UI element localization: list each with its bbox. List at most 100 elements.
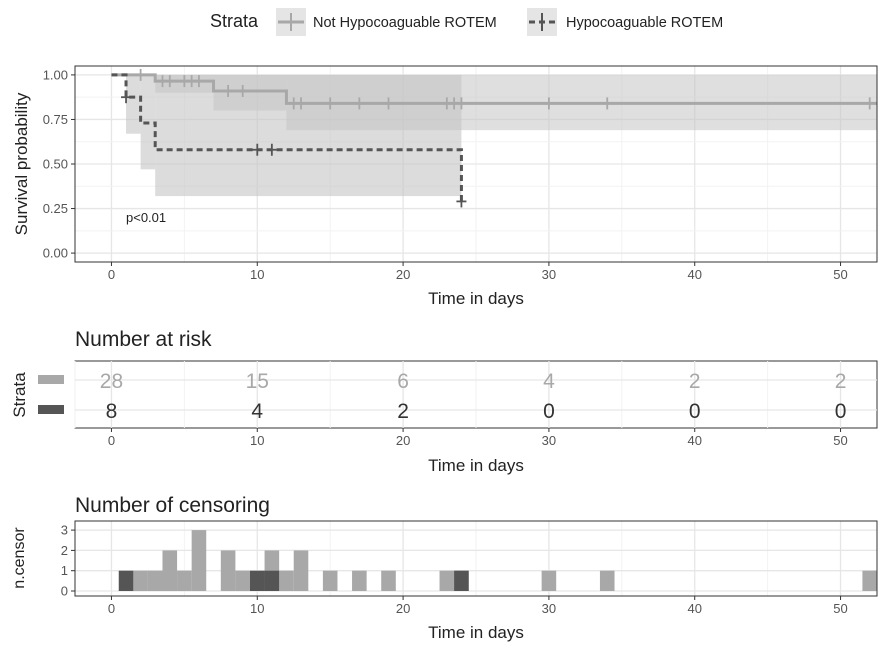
- pvalue-annotation: p<0.01: [126, 210, 166, 225]
- x-tick-label: 30: [542, 267, 556, 282]
- censor-mark-not-hypo: [354, 97, 365, 110]
- censor-mark-not-hypo: [543, 97, 554, 110]
- censor-mark-not-hypo: [193, 75, 204, 88]
- legend-label-not-hypo: Not Hypocoaguable ROTEM: [313, 15, 497, 31]
- risk-value-hypo: 0: [543, 400, 555, 423]
- survival-panel: 0 10 20 30 40 50 0.00 0.25 0.50 0.75 1.00 p<0.01 T…: [12, 65, 878, 308]
- risk-value-not-hypo: 4: [543, 370, 555, 393]
- censoring-bar: [177, 570, 192, 591]
- x-tick-label: 50: [833, 267, 847, 282]
- censoring-ylabel: n.censor: [11, 527, 28, 589]
- y-tick-label: 0.75: [43, 112, 68, 127]
- censoring-bar: [249, 570, 265, 591]
- y-tick-label: 0.25: [43, 201, 68, 216]
- x-tick-label: 50: [833, 601, 847, 616]
- censoring-bar: [439, 570, 455, 591]
- risk-value-not-hypo: 15: [246, 370, 269, 393]
- risk-table-ylabel: Strata: [10, 372, 29, 418]
- censoring-bar: [133, 570, 148, 591]
- censoring-bar: [599, 570, 615, 591]
- censor-mark-hypo: [456, 195, 467, 208]
- x-tick-label: 20: [396, 267, 410, 282]
- risk-value-hypo: 2: [397, 400, 409, 423]
- x-tick-label: 50: [833, 433, 847, 448]
- risk-value-hypo: 0: [689, 400, 701, 423]
- x-tick-label: 40: [687, 267, 701, 282]
- x-tick-label: 20: [396, 433, 410, 448]
- risk-row-key-not-hypo: [38, 375, 64, 384]
- censoring-bar: [147, 570, 163, 591]
- censoring-gridlines: [74, 521, 877, 596]
- censoring-bar: [541, 570, 557, 591]
- x-tick-label: 30: [542, 433, 556, 448]
- y-tick-label: 2: [61, 543, 68, 558]
- x-tick-label: 0: [108, 601, 115, 616]
- censoring-bar: [220, 550, 236, 591]
- censoring-bar: [264, 570, 280, 591]
- survival-curve-hypo: [111, 73, 463, 202]
- risk-row-key-hypo: [38, 405, 64, 414]
- censoring-border: [74, 520, 878, 597]
- survival-axis-ticks: 0 10 20 30 40 50 0.00 0.25 0.50 0.75 1.00: [43, 67, 848, 282]
- censor-mark-not-hypo: [164, 75, 175, 88]
- risk-value-hypo: 4: [251, 400, 263, 423]
- x-tick-label: 30: [542, 601, 556, 616]
- risk-value-not-hypo: 6: [397, 370, 409, 393]
- survival-ylabel: Survival probability: [12, 92, 31, 235]
- censor-mark-hypo: [266, 143, 277, 156]
- censoring-bar: [293, 550, 309, 591]
- censoring-title: Number of censoring: [75, 494, 270, 517]
- y-tick-label: 1.00: [43, 67, 68, 82]
- censoring-bar: [191, 530, 207, 591]
- ci-band-segment: [155, 74, 462, 197]
- x-tick-label: 40: [687, 433, 701, 448]
- x-tick-label: 10: [250, 601, 264, 616]
- censor-mark-not-hypo: [135, 68, 146, 81]
- censor-mark-not-hypo: [223, 84, 234, 97]
- censor-marks: [121, 68, 875, 208]
- legend-title: Strata: [210, 11, 259, 31]
- risk-table-title: Number at risk: [75, 328, 212, 351]
- y-tick-label: 1: [61, 563, 68, 578]
- risk-table-values: 28 15 6 4 2 28 4 2 0 0 0: [100, 370, 847, 423]
- censoring-bars: [118, 530, 877, 591]
- y-tick-label: 0: [61, 584, 68, 599]
- censoring-bar: [454, 570, 469, 591]
- risk-table-axis-ticks: 0 10 20 30 40 50: [108, 428, 848, 448]
- censoring-bar: [235, 570, 250, 591]
- ci-band-segment: [126, 74, 141, 134]
- risk-table-panel: Number at risk 28 15 6 4 2 28 4 2 0 0 0 0 10 20 30 40 5…: [10, 328, 878, 475]
- censor-mark-not-hypo: [325, 97, 336, 110]
- censoring-bar: [352, 570, 367, 591]
- x-tick-label: 10: [250, 267, 264, 282]
- censor-mark-not-hypo: [383, 97, 394, 110]
- risk-value-not-hypo: 2: [689, 370, 701, 393]
- y-tick-label: 0.00: [43, 246, 68, 261]
- censoring-bar: [118, 570, 134, 591]
- y-tick-label: 3: [61, 523, 68, 538]
- censoring-panel: Number of censoring 0 10 20 30 40 50 0 1 2 3 Time…: [11, 494, 878, 642]
- risk-value-hypo: 8: [106, 400, 118, 423]
- censoring-bar: [162, 550, 178, 591]
- x-tick-label: 10: [250, 433, 264, 448]
- x-tick-label: 40: [687, 601, 701, 616]
- censor-mark-not-hypo: [296, 97, 307, 110]
- risk-value-not-hypo: 28: [100, 370, 123, 393]
- y-tick-label: 0.50: [43, 157, 68, 172]
- risk-value-hypo: 0: [835, 400, 847, 423]
- legend: Strata Not Hypocoaguable ROTEM Hypocoagu…: [210, 8, 723, 36]
- censoring-bar: [322, 570, 338, 591]
- censoring-bar: [279, 570, 294, 591]
- x-tick-label: 20: [396, 601, 410, 616]
- risk-value-not-hypo: 2: [835, 370, 847, 393]
- legend-label-hypo: Hypocoaguable ROTEM: [566, 15, 723, 31]
- censor-mark-not-hypo: [456, 97, 467, 110]
- censoring-axis-ticks: 0 10 20 30 40 50 0 1 2 3: [61, 523, 848, 616]
- censoring-xlabel: Time in days: [428, 623, 524, 642]
- censoring-bar: [862, 570, 877, 591]
- survival-xlabel: Time in days: [428, 289, 524, 308]
- censor-mark-not-hypo: [237, 84, 248, 97]
- x-tick-label: 0: [108, 433, 115, 448]
